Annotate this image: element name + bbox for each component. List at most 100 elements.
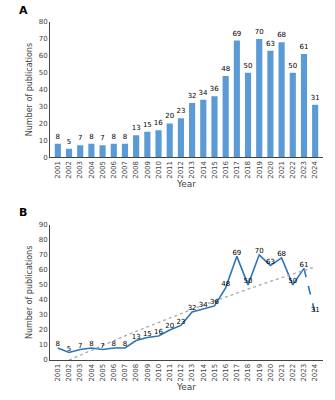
svg-text:30: 30: [39, 103, 48, 111]
svg-text:2024: 2024: [311, 363, 319, 381]
svg-text:2005: 2005: [99, 161, 107, 179]
svg-text:2010: 2010: [155, 364, 163, 382]
svg-text:50: 50: [288, 62, 297, 70]
svg-text:2007: 2007: [121, 161, 129, 179]
svg-text:2005: 2005: [99, 364, 107, 382]
svg-text:2001: 2001: [54, 364, 62, 382]
svg-text:31: 31: [311, 94, 320, 102]
svg-text:80: 80: [39, 236, 48, 244]
svg-text:2017: 2017: [233, 364, 241, 382]
svg-text:2018: 2018: [244, 364, 252, 382]
svg-text:2017: 2017: [233, 161, 241, 179]
svg-text:8: 8: [123, 133, 127, 141]
svg-text:16: 16: [154, 119, 163, 127]
svg-text:34: 34: [199, 89, 208, 97]
svg-text:2008: 2008: [132, 364, 140, 382]
svg-text:2011: 2011: [166, 161, 174, 179]
svg-text:2022: 2022: [289, 364, 297, 382]
svg-text:8: 8: [112, 133, 116, 141]
svg-text:0: 0: [43, 154, 47, 162]
svg-text:23: 23: [176, 107, 185, 115]
svg-text:2006: 2006: [110, 363, 118, 381]
svg-text:70: 70: [255, 28, 264, 36]
svg-text:2020: 2020: [267, 364, 275, 382]
svg-text:48: 48: [221, 65, 230, 73]
svg-text:69: 69: [232, 30, 241, 38]
svg-text:15: 15: [143, 330, 152, 338]
svg-text:8: 8: [123, 340, 127, 348]
svg-text:5: 5: [67, 345, 71, 353]
svg-text:2018: 2018: [244, 161, 252, 179]
svg-text:2013: 2013: [188, 161, 196, 179]
svg-text:34: 34: [199, 301, 208, 309]
svg-text:10: 10: [39, 341, 48, 349]
svg-text:2020: 2020: [267, 161, 275, 179]
svg-text:31: 31: [311, 306, 320, 314]
svg-text:8: 8: [112, 340, 116, 348]
svg-text:Number of publications: Number of publications: [25, 43, 34, 136]
svg-text:32: 32: [188, 92, 197, 100]
svg-text:2022: 2022: [289, 161, 297, 179]
svg-text:68: 68: [277, 31, 286, 39]
svg-text:2014: 2014: [200, 160, 208, 178]
svg-text:A: A: [19, 4, 28, 17]
svg-text:2010: 2010: [155, 161, 163, 179]
svg-text:30: 30: [39, 311, 48, 319]
svg-text:70: 70: [39, 35, 48, 43]
svg-text:13: 13: [132, 333, 141, 341]
svg-text:90: 90: [39, 221, 48, 229]
svg-text:7: 7: [78, 342, 82, 350]
svg-text:8: 8: [89, 340, 93, 348]
svg-text:2004: 2004: [88, 363, 96, 381]
svg-text:50: 50: [39, 281, 48, 289]
svg-text:8: 8: [56, 340, 60, 348]
svg-text:50: 50: [244, 62, 253, 70]
svg-text:2023: 2023: [300, 161, 308, 179]
svg-text:2009: 2009: [144, 364, 152, 382]
svg-text:63: 63: [266, 40, 275, 48]
svg-text:2021: 2021: [278, 364, 286, 382]
svg-text:61: 61: [300, 261, 309, 269]
svg-text:2001: 2001: [54, 161, 62, 179]
svg-text:2012: 2012: [177, 364, 185, 382]
svg-text:2003: 2003: [76, 161, 84, 179]
svg-text:40: 40: [39, 296, 48, 304]
svg-text:23: 23: [176, 318, 185, 326]
svg-text:2019: 2019: [256, 161, 264, 179]
svg-text:2021: 2021: [278, 161, 286, 179]
svg-text:5: 5: [67, 138, 71, 146]
svg-text:2003: 2003: [76, 364, 84, 382]
svg-text:2014: 2014: [200, 363, 208, 381]
svg-text:2006: 2006: [110, 160, 118, 178]
svg-text:80: 80: [39, 18, 48, 26]
svg-text:2007: 2007: [121, 364, 129, 382]
svg-text:15: 15: [143, 121, 152, 129]
svg-text:20: 20: [165, 322, 174, 330]
svg-text:2004: 2004: [88, 160, 96, 178]
svg-text:7: 7: [78, 134, 82, 142]
svg-text:7: 7: [100, 342, 104, 350]
svg-text:48: 48: [221, 280, 230, 288]
svg-text:50: 50: [288, 277, 297, 285]
svg-text:2016: 2016: [222, 363, 230, 381]
svg-text:50: 50: [39, 69, 48, 77]
svg-text:70: 70: [39, 251, 48, 259]
svg-text:60: 60: [39, 266, 48, 274]
svg-text:8: 8: [89, 133, 93, 141]
svg-text:Year: Year: [176, 179, 196, 189]
svg-text:2012: 2012: [177, 161, 185, 179]
svg-text:36: 36: [210, 298, 219, 306]
svg-text:32: 32: [188, 304, 197, 312]
svg-text:20: 20: [39, 326, 48, 334]
svg-text:0: 0: [43, 356, 47, 364]
svg-text:20: 20: [165, 112, 174, 120]
svg-text:13: 13: [132, 124, 141, 132]
svg-text:40: 40: [39, 86, 48, 94]
svg-text:7: 7: [100, 134, 104, 142]
svg-text:2015: 2015: [211, 364, 219, 382]
svg-text:20: 20: [39, 120, 48, 128]
svg-text:2024: 2024: [311, 160, 319, 178]
svg-text:2002: 2002: [65, 364, 73, 382]
svg-text:2016: 2016: [222, 160, 230, 178]
svg-text:69: 69: [232, 249, 241, 257]
